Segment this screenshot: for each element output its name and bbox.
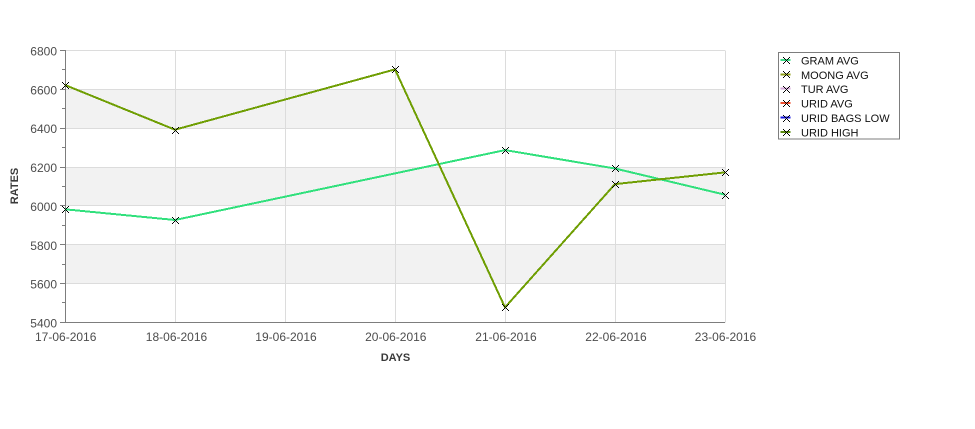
svg-text:18-06-2016: 18-06-2016 — [146, 330, 208, 344]
svg-text:22-06-2016: 22-06-2016 — [585, 330, 647, 344]
svg-text:21-06-2016: 21-06-2016 — [475, 330, 537, 344]
svg-text:6400: 6400 — [30, 122, 57, 136]
svg-text:URID AVG: URID AVG — [801, 99, 853, 111]
svg-text:5800: 5800 — [30, 239, 57, 253]
svg-text:19-06-2016: 19-06-2016 — [255, 330, 317, 344]
svg-text:20-06-2016: 20-06-2016 — [365, 330, 427, 344]
svg-text:URID HIGH: URID HIGH — [801, 127, 859, 139]
svg-text:6600: 6600 — [30, 83, 57, 97]
svg-text:23-06-2016: 23-06-2016 — [695, 330, 757, 344]
svg-text:TUR AVG: TUR AVG — [801, 84, 848, 96]
svg-text:URID BAGS LOW: URID BAGS LOW — [801, 113, 890, 125]
svg-text:6200: 6200 — [30, 161, 57, 175]
svg-text:17-06-2016: 17-06-2016 — [35, 330, 97, 344]
svg-text:RATES: RATES — [9, 168, 21, 204]
svg-text:6800: 6800 — [30, 45, 57, 59]
svg-text:DAYS: DAYS — [381, 352, 411, 364]
svg-text:MOONG AVG: MOONG AVG — [801, 70, 869, 82]
svg-text:6000: 6000 — [30, 200, 57, 214]
svg-text:5400: 5400 — [30, 317, 57, 331]
svg-text:5600: 5600 — [30, 278, 57, 292]
svg-text:GRAM AVG: GRAM AVG — [801, 56, 859, 68]
